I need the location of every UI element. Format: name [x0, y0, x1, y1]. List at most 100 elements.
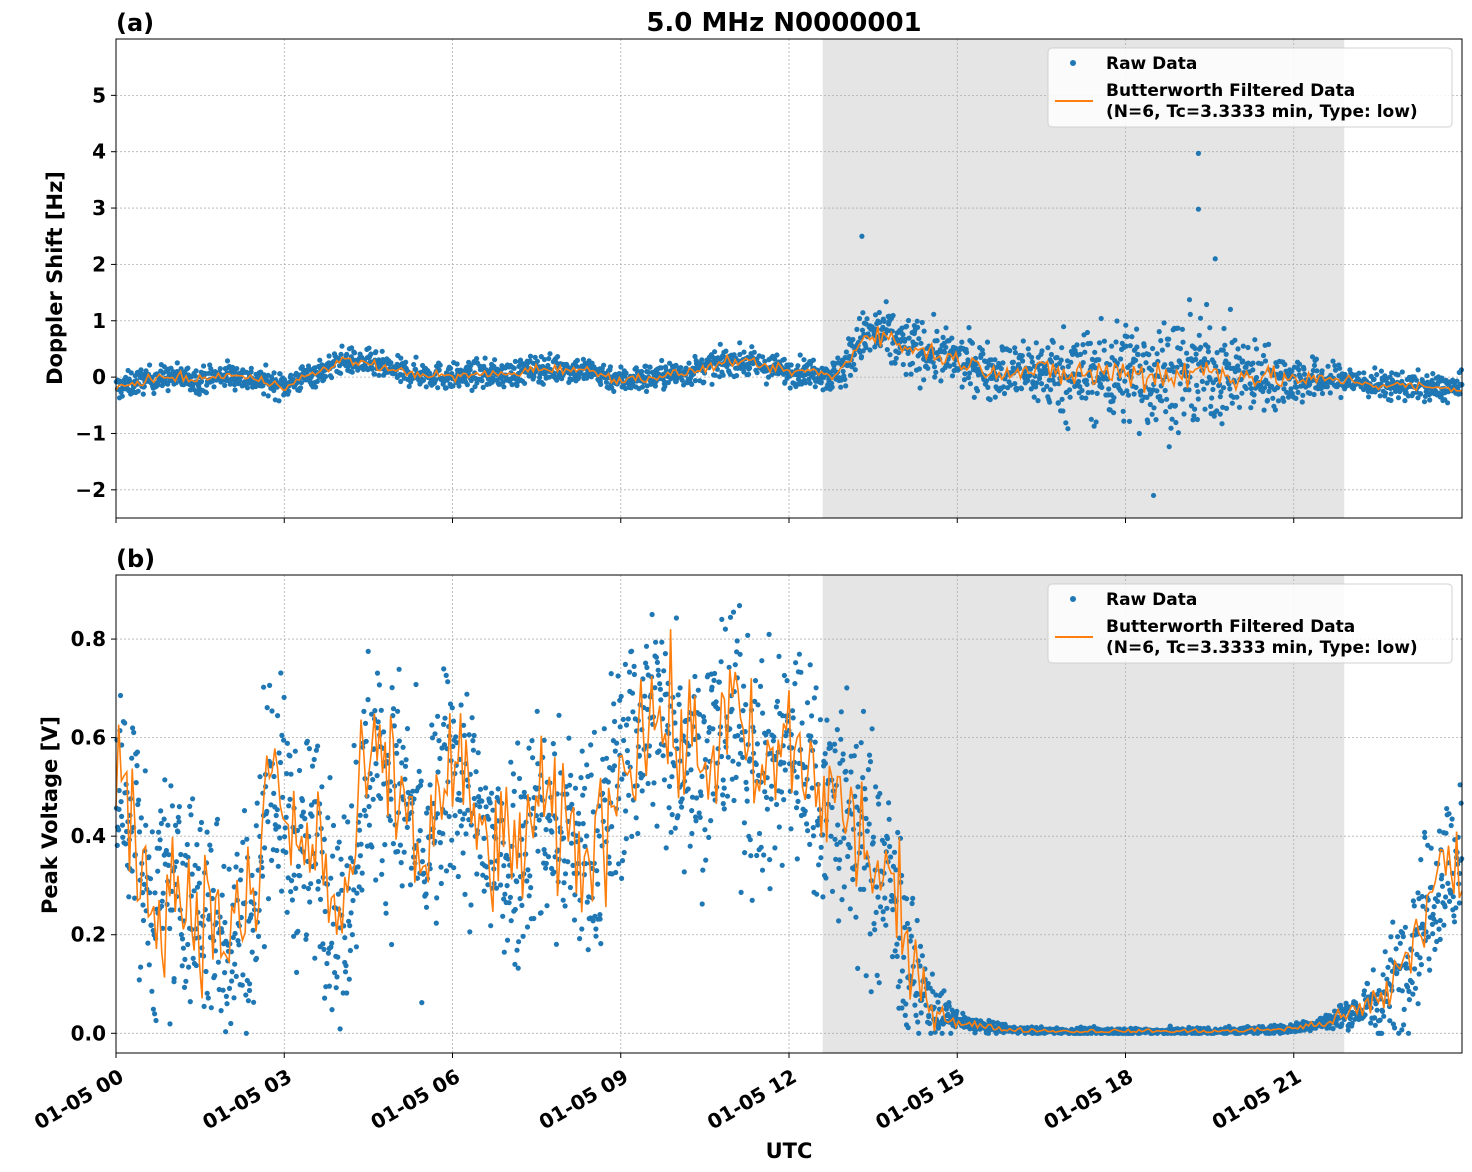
raw-point-a [1083, 395, 1089, 401]
raw-point-a [1158, 338, 1164, 344]
raw-point-b [182, 956, 188, 963]
raw-point-b [516, 775, 523, 782]
raw-point-b [722, 626, 729, 632]
raw-point-b [654, 823, 660, 829]
raw-point-a [643, 388, 650, 394]
raw-point-b [874, 972, 880, 979]
raw-point-a [547, 351, 553, 357]
raw-point-a [1012, 381, 1018, 387]
raw-point-b [805, 828, 811, 834]
raw-point-b [561, 835, 567, 841]
raw-point-b [643, 643, 650, 649]
raw-point-b [528, 885, 534, 891]
raw-point-b [379, 858, 385, 864]
raw-point-a [1207, 325, 1213, 331]
raw-point-a [482, 355, 488, 361]
raw-point-b [277, 835, 283, 841]
raw-point-b [886, 816, 892, 822]
raw-point-b [843, 768, 849, 774]
raw-point-b [793, 790, 799, 796]
raw-point-b [653, 639, 659, 645]
raw-point-b [265, 819, 271, 825]
raw-point-a [1121, 418, 1127, 424]
raw-point-b [344, 990, 350, 996]
raw-point-b [363, 738, 369, 744]
raw-point-a [265, 393, 271, 399]
raw-point-b [882, 895, 888, 901]
raw-point-b [208, 1005, 214, 1011]
raw-point-b [233, 973, 239, 980]
raw-point-b [666, 783, 673, 790]
raw-point-b [736, 603, 743, 609]
raw-point-a [1194, 416, 1200, 423]
raw-point-a [193, 368, 199, 374]
raw-point-a [574, 357, 581, 363]
raw-point-b [598, 941, 604, 947]
raw-point-b [462, 891, 468, 898]
raw-point-b [772, 845, 778, 851]
raw-point-b [796, 651, 803, 657]
raw-point-a [1143, 360, 1149, 366]
raw-point-a [1059, 345, 1065, 351]
raw-point-b [445, 679, 451, 685]
raw-point-b [483, 785, 489, 791]
raw-point-b [275, 713, 281, 719]
raw-point-b [200, 913, 206, 919]
raw-point-a [1111, 410, 1117, 416]
raw-point-b [302, 816, 308, 822]
raw-point-a [852, 367, 858, 373]
raw-point-b [566, 782, 573, 788]
raw-point-b [593, 933, 599, 939]
raw-point-b [467, 929, 473, 935]
raw-point-b [755, 702, 761, 708]
raw-point-b [867, 931, 873, 937]
raw-point-b [250, 927, 256, 933]
raw-point-b [473, 769, 479, 775]
raw-point-b [276, 824, 282, 830]
raw-point-b [788, 826, 794, 832]
raw-point-b [287, 796, 293, 802]
raw-point-b [152, 1011, 158, 1017]
raw-point-a [480, 384, 486, 390]
raw-point-b [276, 750, 282, 756]
raw-point-b [736, 761, 742, 767]
raw-point-b [247, 981, 253, 987]
raw-point-a [1445, 400, 1451, 406]
raw-point-a [810, 357, 817, 363]
panel-label-b: (b) [116, 545, 155, 573]
raw-point-a [890, 340, 896, 346]
raw-point-a [1330, 358, 1336, 364]
raw-point-b [309, 813, 315, 819]
raw-point-b [889, 954, 896, 960]
raw-point-b [850, 876, 856, 883]
raw-point-a [546, 356, 552, 362]
raw-point-a [980, 351, 986, 357]
raw-point-b [527, 873, 533, 879]
raw-point-a [1025, 377, 1031, 383]
raw-point-b [446, 813, 452, 820]
raw-point-a [1166, 444, 1172, 450]
raw-point-a [943, 344, 949, 350]
raw-point-a [1421, 399, 1428, 405]
raw-point-b [529, 738, 535, 744]
raw-point-a [1099, 384, 1105, 390]
raw-point-b [818, 844, 824, 850]
raw-point-b [184, 841, 190, 848]
raw-point-b [737, 651, 743, 657]
raw-point-a [128, 370, 134, 376]
raw-point-a [1270, 395, 1276, 401]
raw-point-b [190, 796, 196, 802]
raw-point-b [423, 904, 430, 910]
raw-point-b [458, 702, 464, 708]
raw-point-b [141, 881, 147, 888]
raw-point-a [540, 381, 546, 387]
legend-a: Raw Data Butterworth Filtered Data (N=6,… [1047, 47, 1453, 128]
raw-point-b [730, 609, 737, 615]
raw-point-b [593, 926, 599, 932]
raw-point-a [388, 360, 394, 366]
raw-point-a [787, 385, 793, 391]
raw-point-b [679, 796, 685, 802]
raw-point-b [650, 801, 656, 807]
raw-point-a [1159, 347, 1165, 353]
